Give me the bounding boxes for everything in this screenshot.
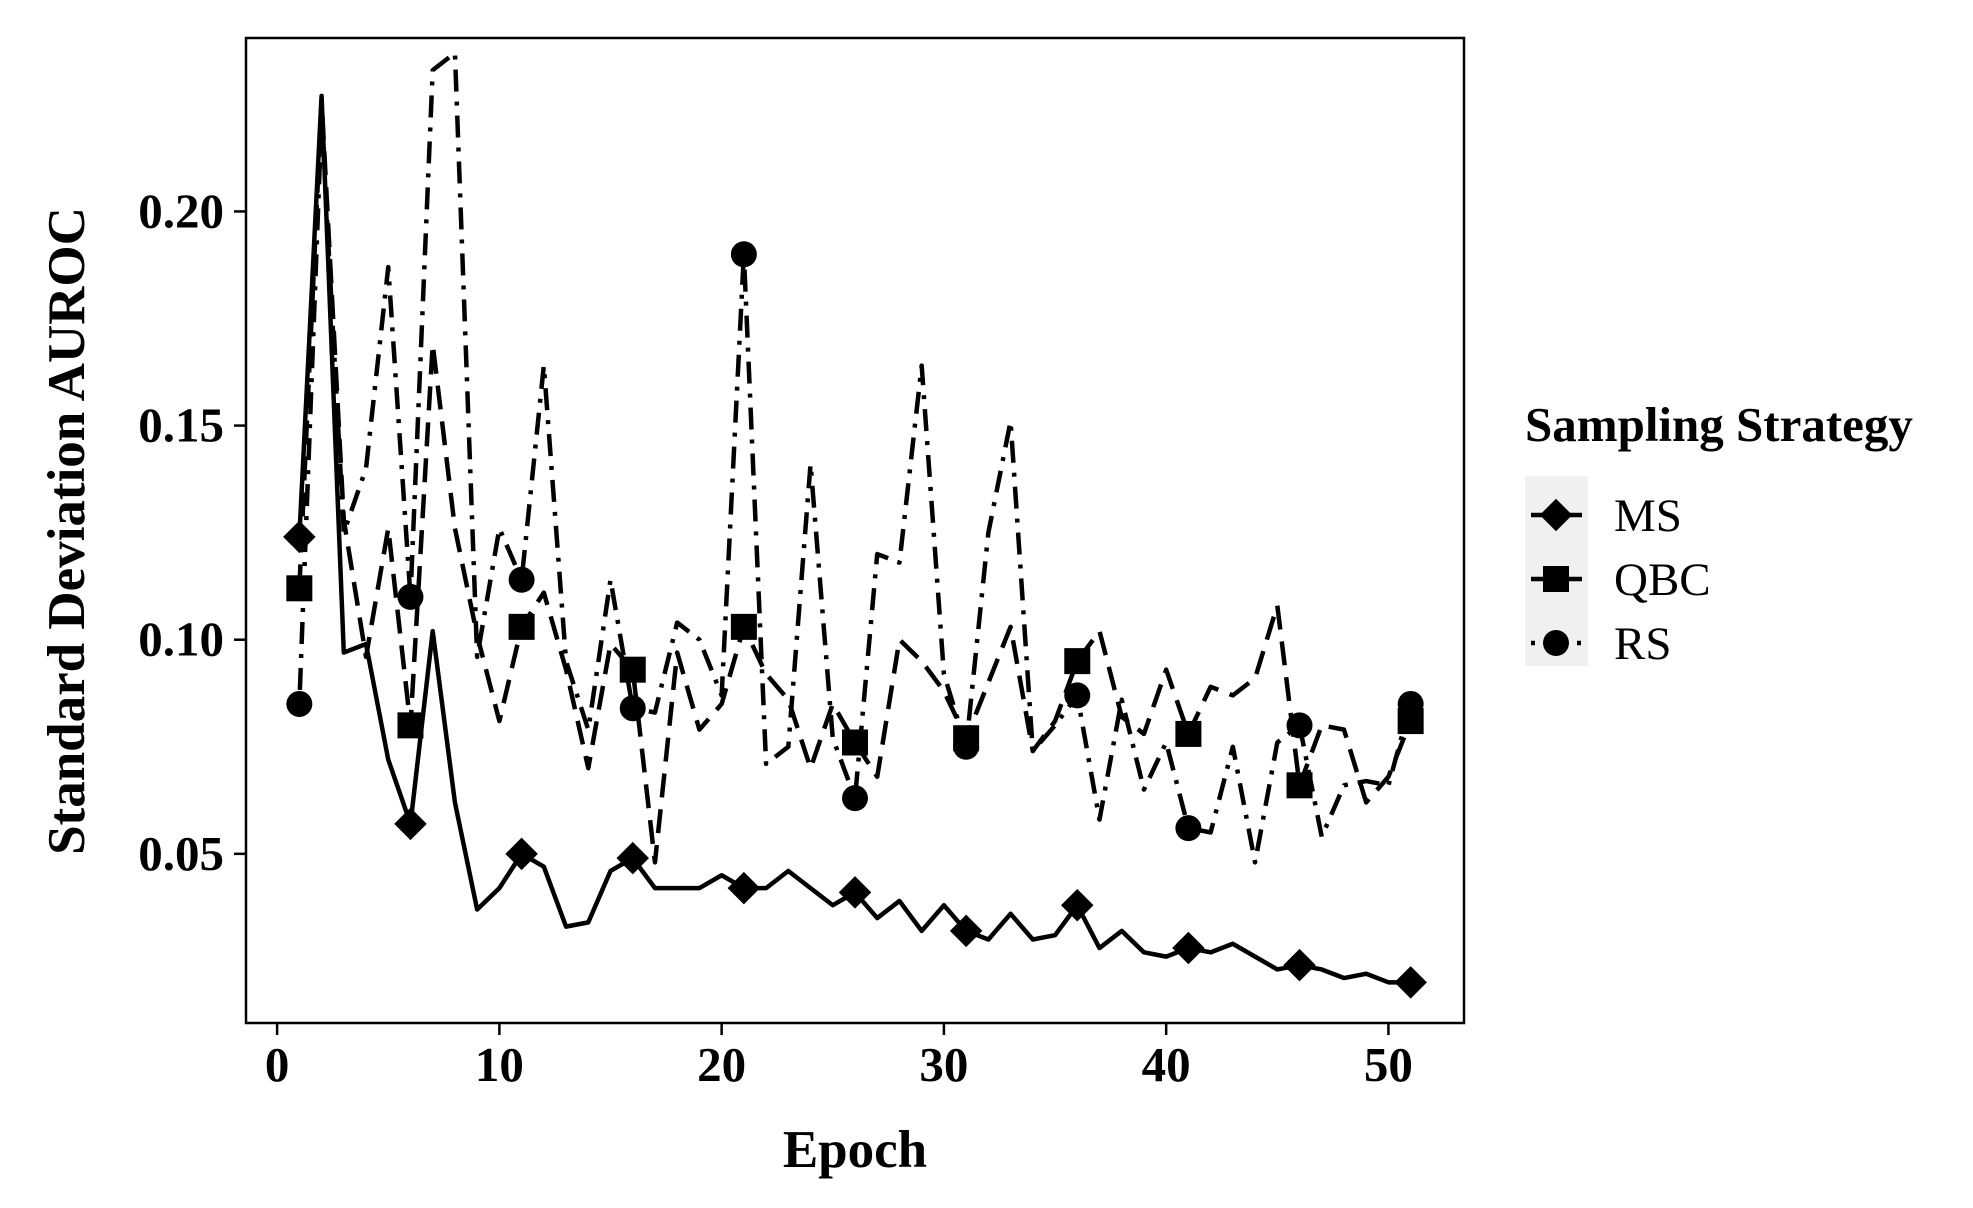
data-point-rs [508, 566, 535, 593]
legend-marker-rs [1543, 630, 1569, 656]
plot-markers [283, 241, 1427, 999]
data-point-rs [619, 695, 646, 722]
data-point-qbc [1175, 720, 1202, 747]
data-point-rs [1064, 682, 1091, 709]
data-point-qbc [730, 613, 757, 640]
data-point-qbc [508, 613, 535, 640]
legend-entries: MS QBC RS [1531, 490, 1711, 670]
data-point-qbc [397, 712, 424, 739]
data-point-rs [1286, 712, 1313, 739]
legend-marker-ms [1539, 498, 1573, 532]
x-tick-label: 20 [697, 1037, 746, 1092]
data-point-ms [727, 871, 761, 905]
data-point-ms [1283, 948, 1316, 982]
data-point-qbc [1286, 772, 1313, 799]
data-point-ms [1172, 931, 1205, 965]
plot-panel-border [244, 36, 1466, 1025]
y-tick-label: 0.10 [138, 612, 224, 667]
data-point-qbc [1064, 648, 1091, 675]
data-point-qbc [286, 575, 313, 602]
data-point-ms [949, 914, 983, 948]
x-tick-label: 0 [265, 1037, 290, 1092]
x-tick-label: 40 [1142, 1037, 1191, 1092]
y-tick-label: 0.05 [138, 826, 224, 881]
legend-marker-qbc [1543, 566, 1569, 592]
legend: Sampling Strategy MS QBC RS [1525, 397, 1913, 670]
x-tick-label: 10 [475, 1037, 524, 1092]
legend-label-qbc: QBC [1614, 554, 1711, 606]
data-point-ms [616, 841, 649, 875]
x-tick-label: 50 [1364, 1037, 1413, 1092]
data-point-ms [838, 876, 872, 909]
data-point-rs [953, 733, 980, 760]
data-point-rs [397, 583, 424, 610]
data-point-ms [1394, 966, 1427, 999]
data-point-rs [1175, 815, 1202, 842]
data-point-ms [394, 807, 427, 841]
data-point-ms [505, 837, 538, 871]
x-tick-label: 30 [919, 1037, 968, 1092]
data-point-rs [1397, 690, 1424, 717]
data-point-qbc [619, 656, 646, 683]
y-axis: 0.05 0.10 0.15 0.20 [138, 183, 246, 881]
data-point-rs [286, 690, 313, 717]
data-point-rs [842, 785, 868, 812]
data-point-ms [283, 520, 316, 554]
series-line-rs [297, 50, 1413, 865]
data-point-qbc [842, 729, 868, 756]
x-axis-title: Epoch [783, 1121, 927, 1179]
y-tick-label: 0.15 [138, 398, 224, 453]
y-tick-label: 0.20 [138, 183, 224, 238]
legend-title: Sampling Strategy [1525, 397, 1913, 452]
legend-label-rs: RS [1614, 618, 1672, 670]
data-point-ms [1061, 888, 1094, 922]
data-point-rs [730, 241, 757, 268]
x-axis: 0 10 20 30 40 50 [265, 1023, 1413, 1092]
legend-label-ms: MS [1614, 490, 1682, 542]
y-axis-title: Standard Deviation AUROC [38, 207, 96, 855]
